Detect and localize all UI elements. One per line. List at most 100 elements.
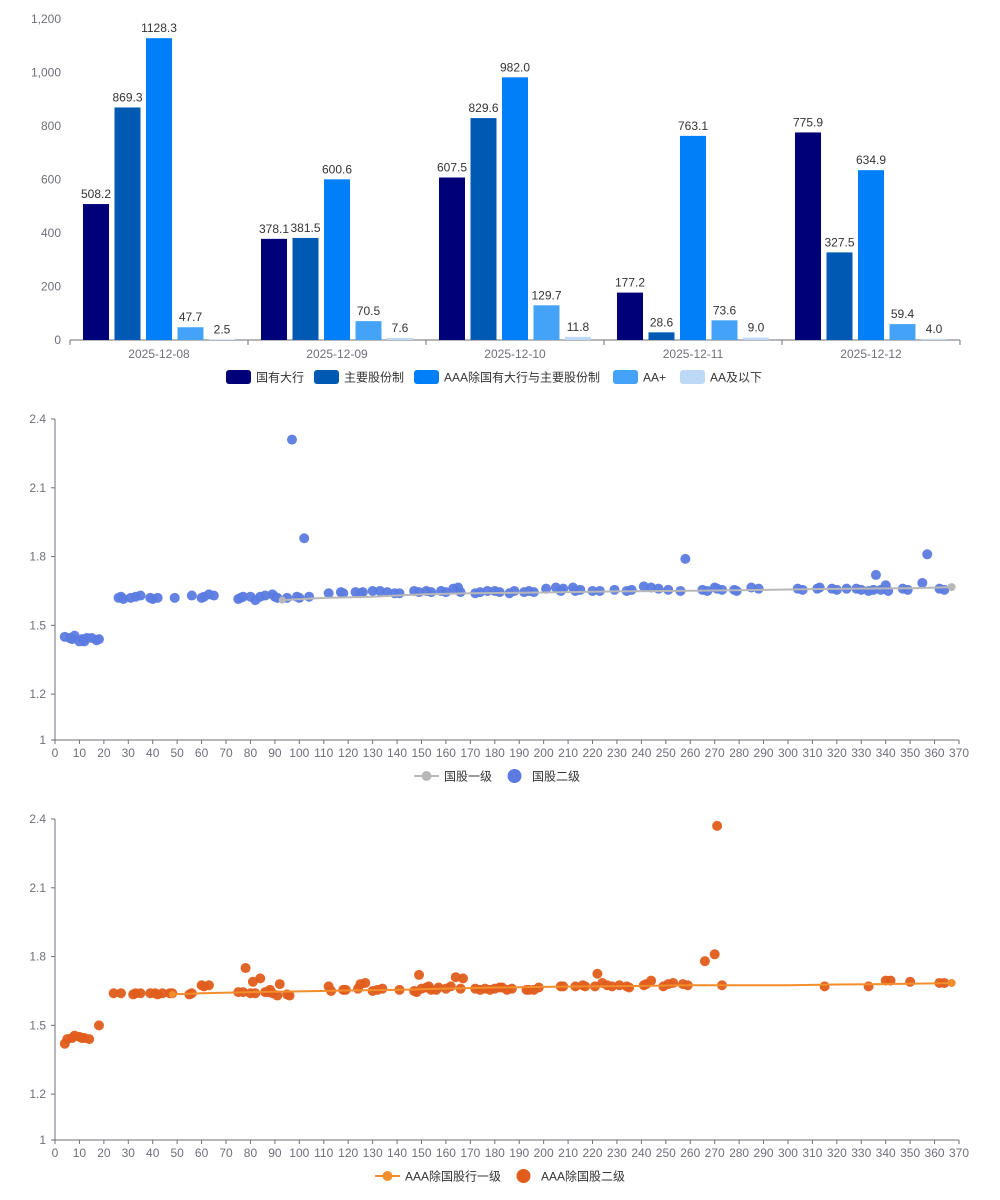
x-tick-label: 2025-12-12 [840,347,902,361]
bar-2025-12-09-2 [324,179,350,340]
y-tick-label: 1.5 [29,618,46,632]
legend-swatch [226,370,251,384]
scatter-point [323,588,334,599]
y-tick-label: 1.5 [29,1018,46,1032]
trend-line-point [168,990,176,998]
x-tick-label: 290 [754,1146,774,1160]
bar-data-label: 381.5 [290,221,320,235]
bar-data-label: 177.2 [615,276,645,290]
x-tick-label: 2025-12-09 [306,347,368,361]
trend-line [282,586,952,602]
scatter-point [624,982,635,993]
legend-label: 国有大行 [256,371,304,385]
bar-data-label: 327.5 [824,235,854,249]
x-tick-label: 110 [314,1146,333,1160]
x-tick-label: 80 [244,746,258,760]
x-tick-label: 30 [122,746,136,760]
x-tick-label: 320 [827,746,847,760]
legend-swatch [314,370,339,384]
legend-label: AAA除国有大行与主要股份制 [444,370,600,385]
bar-2025-12-10-2 [502,77,528,340]
bar-data-label: 763.1 [678,119,708,133]
x-tick-label: 230 [607,1146,627,1160]
bar-2025-12-11-4 [743,337,769,340]
legend-label: 国股二级 [532,770,580,784]
scatter-point [115,988,126,999]
x-tick-label: 200 [534,746,554,760]
x-tick-label: 320 [827,1146,847,1160]
scatter-chart-state-bank: 1 1.2 1.5 1.8 2.1 2.4 0 10 20 30 40 50 60 70 80 90 100 11… [29,412,969,784]
x-tick-label: 230 [607,746,627,760]
bar-data-label: 869.3 [112,90,142,104]
legend-swatch [680,370,705,384]
scatter-point [475,587,486,598]
x-tick-label: 190 [509,1146,529,1160]
x-tick-label: 10 [73,1146,87,1160]
x-tick-label: 210 [558,746,578,760]
x-tick-label: 120 [338,1146,358,1160]
bar-2025-12-12-2 [858,170,884,340]
scatter-point [680,553,691,564]
scatter-point [575,584,586,595]
y-tick-label: 1,000 [31,66,61,80]
bar-data-label: 1128.3 [141,21,177,35]
x-tick-label: 140 [387,1146,407,1160]
x-tick-label: 220 [582,746,602,760]
x-tick-label: 290 [754,746,774,760]
bar-data-label: 73.6 [713,303,737,317]
bar-data-label: 829.6 [468,101,498,115]
bar-2025-12-11-3 [711,320,738,340]
y-tick-label: 600 [41,173,61,187]
scatter-point [626,584,637,595]
x-tick-label: 70 [219,746,233,760]
x-tick-label: 40 [146,1146,160,1160]
scatter-point [699,956,710,967]
x-tick-label: 10 [73,746,87,760]
scatter-point [394,588,405,599]
x-tick-label: 160 [436,746,456,760]
scatter-point [367,585,378,596]
bar-data-label: 9.0 [748,321,765,335]
x-tick-label: 330 [851,1146,871,1160]
x-tick-label: 100 [289,1146,309,1160]
trend-line-point [947,978,956,987]
x-tick-label: 210 [558,1146,578,1160]
x-tick-label: 310 [802,1146,822,1160]
scatter-point [506,983,517,994]
scatter-point [592,968,603,979]
bar-2025-12-09-0 [261,238,287,340]
scatter-point [819,981,830,992]
x-tick-label: 280 [729,1146,749,1160]
legend-swatch [414,370,439,384]
bar-2025-12-08-3 [177,327,204,340]
x-tick-label: 120 [338,746,358,760]
scatter-point [274,979,285,990]
scatter-point [868,584,879,595]
x-tick-label: 160 [436,1146,456,1160]
x-tick-label: 110 [314,746,333,760]
x-tick-label: 150 [411,1146,431,1160]
scatter-point [294,592,305,603]
x-tick-label: 250 [656,746,676,760]
x-tick-label: 180 [485,746,505,760]
x-tick-label: 40 [146,746,160,760]
scatter-point [272,990,283,1001]
y-tick-label: 2.1 [29,481,46,495]
x-tick-label: 270 [705,1146,725,1160]
x-tick-label: 190 [509,746,529,760]
trend-line [172,981,952,996]
y-tick-label: 1.8 [29,550,46,564]
bar-2025-12-10-1 [470,118,497,340]
x-tick-label: 370 [949,1146,969,1160]
x-tick-label: 2025-12-10 [484,347,546,361]
scatter-point [238,591,249,602]
x-tick-label: 2025-12-08 [128,347,190,361]
scatter-point [93,634,104,645]
x-tick-label: 260 [680,746,700,760]
scatter-point [450,972,461,983]
x-tick-label: 250 [656,1146,676,1160]
bar-2025-12-12-3 [889,324,916,340]
scatter-point [169,592,180,603]
scatter-point [458,973,469,984]
